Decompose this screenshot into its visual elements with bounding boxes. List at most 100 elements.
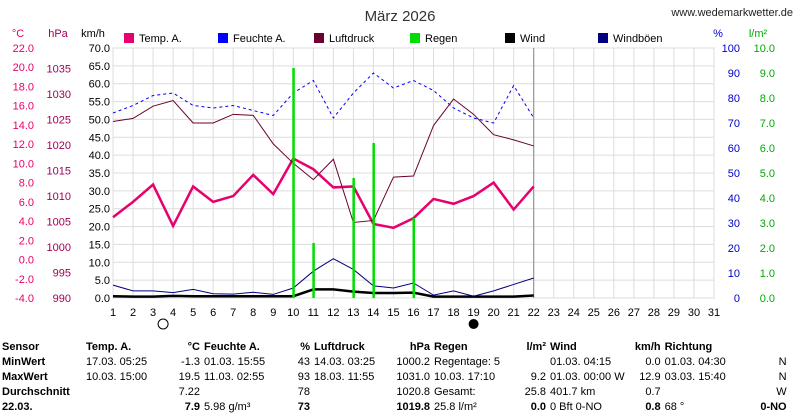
stats-cell: Feuchte A. [204,341,260,353]
humidity-tick-label: 80 [728,93,740,105]
gust-line [112,258,534,297]
wind-tick-label: 60.0 [89,79,110,91]
rain-tick-label: 4.0 [760,193,775,205]
humidity-tick-label: 100 [722,43,740,55]
wind-tick-label: 10.0 [89,257,110,269]
x-tick-label: 21 [508,307,520,319]
x-tick-label: 9 [270,307,276,319]
stats-cell [312,400,388,415]
rain-bar [412,218,415,298]
temp-tick-label: 14.0 [13,120,34,132]
stats-cell: 25.8 [524,386,546,398]
legend-label: Windböen [613,33,663,45]
x-tick-label: 4 [170,307,176,319]
stats-cell [84,385,160,400]
rain-tick-label: 5.0 [760,168,775,180]
stats-row: MinWert 17.03. 05:25 -1.3 01.03. 15:55 43 14.… [0,355,789,370]
wind-tick-label: 40.0 [89,150,110,162]
legend-swatch [598,33,608,43]
stats-cell: 17.03. 05:25 [86,356,148,368]
pressure-tick-label: 1035 [47,63,71,75]
temp-tick-label: 22.0 [13,43,34,55]
humidity-tick-label: 50 [728,168,740,180]
stats-cell: 401.7 km [550,386,596,398]
wind-tick-label: 15.0 [89,239,110,251]
wind-tick-label: 55.0 [89,97,110,109]
legend-swatch [218,33,228,43]
pressure-tick-label: 1010 [47,191,71,203]
humidity-line [112,72,535,124]
wind-tick-label: 50.0 [89,114,110,126]
wind-tick-label: 5.0 [95,275,110,287]
legend-swatch [505,33,515,43]
legend-label: Temp. A. [139,33,182,45]
stats-cell: Gesamt: [434,386,476,398]
x-tick-label: 11 [308,307,319,319]
legend-label: Wind [520,33,545,45]
stats-cell [312,385,388,400]
rain-tick-label: 10.0 [754,43,775,55]
stats-cell: 0.8 [645,401,661,413]
stats-cell: 5.98 g/m³ [204,401,251,413]
x-tick-label: 8 [250,307,256,319]
temp-tick-label: 10.0 [13,158,34,170]
stats-cell: 0 Bft 0-NO [550,401,602,413]
temp-tick-label: 0.0 [19,255,34,267]
stats-row: MaxWert 10.03. 15:00 19.5 11.03. 02:55 93 18.… [0,370,789,385]
x-tick-label: 5 [190,307,196,319]
humidity-tick-label: 20 [728,243,740,255]
rain-tick-label: 2.0 [760,243,775,255]
stats-cell: 22.03. [2,401,33,413]
x-tick-label: 1 [110,307,116,319]
x-tick-label: 3 [150,307,156,319]
legend-label: Luftdruck [329,33,375,45]
rain-tick-label: 9.0 [760,68,775,80]
stats-cell [755,340,789,355]
stats-cell: % [300,341,310,353]
temp-tick-label: -4.0 [15,293,34,305]
pressure-tick-label: 1005 [47,216,71,228]
legend-swatch [410,33,420,43]
chart-marks [112,68,535,330]
stats-cell [508,355,548,370]
rain-bar [312,243,315,298]
x-tick-label: 23 [548,307,560,319]
stats-row: Durchschnitt 7.22 78 1020.8 Gesamt: 25.8 401.7… [0,385,789,400]
stats-cell: 0.0 [645,356,661,368]
wind-tick-label: 0.0 [95,293,110,305]
temp-tick-label: 16.0 [13,101,34,113]
rain-tick-label: 0.0 [760,293,775,305]
stats-cell: 1020.8 [396,386,430,398]
x-tick-label: 15 [387,307,399,319]
temp-tick-label: 20.0 [13,62,34,74]
stats-cell: 01.03. 15:55 [204,356,266,368]
weather-chart: März 2026 www.wedemarkwetter.de °C hPa k… [12,7,793,330]
wind-tick-label: 35.0 [89,168,110,180]
x-tick-label: 16 [407,307,419,319]
wind-tick-label: 45.0 [89,132,110,144]
temp-unit-label: °C [12,28,24,40]
stats-cell: 9.2 [530,371,546,383]
stats-cell: 78 [297,386,310,398]
humidity-tick-label: 70 [728,118,740,130]
temp-tick-label: 18.0 [13,81,34,93]
temp-line [112,156,535,230]
x-tick-label: 6 [210,307,216,319]
rain-bar [352,178,355,298]
stats-cell: Wind [550,341,577,353]
pressure-tick-label: 1015 [47,165,71,177]
stats-cell: hPa [409,341,430,353]
stats-cell: 1031.0 [396,371,430,383]
stats-cell: Durchschnitt [2,386,70,398]
legend-swatch [124,33,134,43]
stats-cell: 25.8 l/m² [434,401,477,413]
stats-cell: Luftdruck [314,341,365,353]
stats-cell: 1019.8 [396,401,430,413]
stats-cell [202,385,278,400]
pressure-tick-label: 1030 [47,89,71,101]
rain-unit-label: l/m² [749,28,768,40]
humidity-tick-label: 10 [728,268,740,280]
new-moon-icon [468,319,479,329]
stats-header-row: Sensor Temp. A. °C Feuchte A.% Luftdruck hPa R… [0,340,789,355]
stats-cell: km/h [634,341,661,353]
